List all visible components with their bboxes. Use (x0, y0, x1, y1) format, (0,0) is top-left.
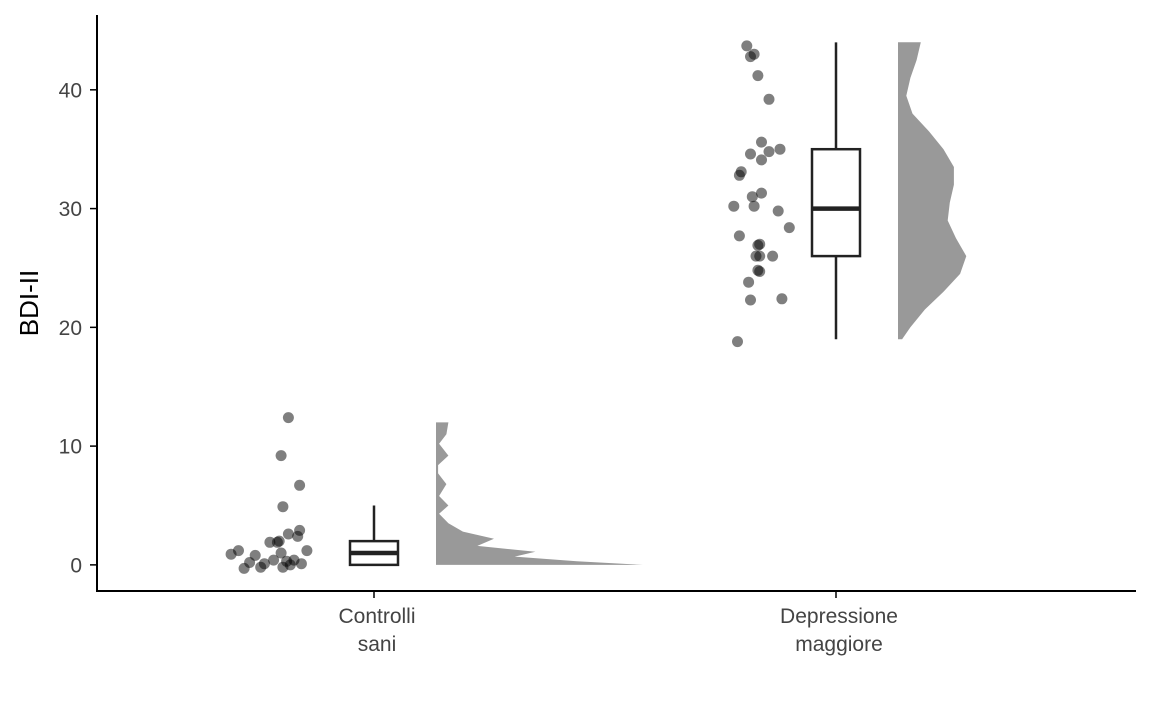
data-point (748, 48, 760, 60)
y-axis-title: BDI-II (14, 270, 44, 336)
data-point (282, 412, 294, 424)
x-tick-label: Controlli (338, 605, 415, 628)
data-point (783, 222, 795, 234)
density-shape (898, 42, 967, 340)
y-tick-label: 30 (59, 198, 82, 221)
data-point (268, 554, 280, 566)
data-point (743, 276, 755, 288)
data-point (756, 154, 767, 166)
data-point (258, 558, 270, 570)
group-2 (728, 40, 967, 348)
data-point (754, 250, 766, 262)
data-point (763, 93, 775, 105)
y-tick-label: 0 (70, 554, 82, 577)
box-iqr (810, 147, 862, 258)
data-point (745, 294, 756, 306)
axes: 0 10 20 30 40 Controlli sani Depressione maggio… (14, 15, 1136, 656)
data-point (294, 524, 306, 536)
data-point (294, 479, 306, 491)
y-tick-label: 40 (59, 79, 82, 102)
group-1 (225, 412, 643, 574)
data-point (275, 450, 287, 462)
data-point (277, 501, 289, 513)
data-point (249, 549, 261, 561)
data-point (733, 230, 745, 242)
x-tick-label: maggiore (795, 633, 883, 656)
data-point (774, 143, 786, 155)
data-point (745, 148, 756, 160)
data-point (763, 146, 775, 158)
y-tick-label: 20 (59, 317, 82, 340)
data-point (767, 250, 779, 262)
y-tick-label: 10 (59, 436, 82, 459)
data-point (741, 40, 753, 52)
plot-area (225, 40, 967, 574)
data-point (295, 558, 307, 570)
data-point (275, 547, 287, 559)
data-point (756, 187, 767, 199)
y-ticks: 0 10 20 30 40 (59, 79, 97, 577)
data-point (754, 266, 766, 277)
density-shape (436, 422, 643, 565)
data-point (273, 535, 285, 547)
x-tick-label: Depressione (780, 605, 898, 628)
data-point (748, 200, 760, 212)
data-point (772, 205, 784, 217)
data-point (776, 293, 788, 305)
data-point (746, 191, 758, 203)
data-point (733, 169, 745, 181)
data-point (301, 545, 313, 557)
data-point (752, 239, 764, 251)
data-point (756, 136, 767, 148)
x-ticks: Controlli sani Depressione maggiore (338, 591, 898, 656)
data-point (752, 70, 764, 82)
x-tick-label: sani (358, 633, 397, 656)
data-point (282, 528, 294, 540)
data-point (233, 545, 244, 557)
data-point (732, 336, 743, 348)
data-point (728, 200, 740, 212)
